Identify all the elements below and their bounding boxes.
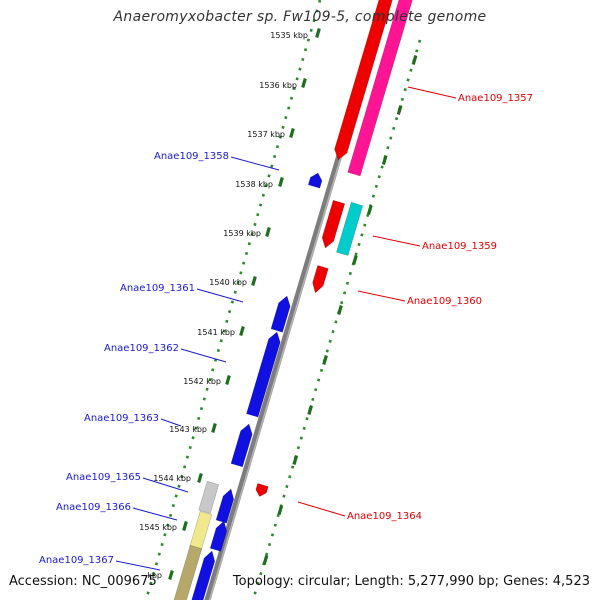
tick-mark [277,505,284,515]
label-leader [132,507,178,521]
tick-label: 1541 kbp [197,328,235,337]
tick-mark [337,305,343,315]
label-leader [357,290,406,302]
tick-mark [292,455,299,465]
tick-label: 1536 kbp [259,81,297,90]
gene-feature-anae109-1366-a[interactable] [209,520,228,552]
gene-features [173,0,415,600]
gene-label-anae109-1360[interactable]: Anae109_1360 [407,296,482,307]
tick-label: 1535 kbp [270,31,308,40]
gene-label-anae109-1362[interactable]: Anae109_1362 [104,343,179,354]
label-leader [180,348,227,363]
gene-feature-anae109-1357-b[interactable] [347,0,415,177]
label-leaders [115,86,457,571]
gene-label-anae109-1357[interactable]: Anae109_1357 [458,93,533,104]
tick-mark [352,255,358,265]
tick-label: 1543 kbp [169,425,207,434]
map-title: Anaeromyxobacter sp. Fw109-5, complete g… [113,9,487,25]
gene-label-anae109-1366[interactable]: Anae109_1366 [56,502,131,513]
label-leader [297,501,346,517]
label-leader [115,560,161,571]
label-leader [407,86,457,99]
gene-feature-anae109-1359-a[interactable] [321,199,346,249]
tick-labels: 1535 kbp 1536 kbp 1537 kbp 1538 kbp 1539… [139,31,308,580]
tick-mark [251,276,257,286]
gene-feature-anae109-1365-a[interactable] [215,488,235,524]
gene-feature-anae109-1367-a[interactable] [190,550,216,600]
label-leader [142,477,189,493]
tick-label: 1544 kbp [153,474,191,483]
gene-feature-anae109-1360[interactable] [312,265,329,294]
gene-label-anae109-1367[interactable]: Anae109_1367 [39,555,114,566]
label-leader [372,235,421,247]
tick-mark [278,177,284,187]
accession-text: Accession: NC_009675 [9,574,157,589]
tick-mark [322,355,328,365]
label-leader [196,288,244,303]
gene-feature-anae109-1367-b[interactable] [173,544,203,600]
tick-mark [301,78,307,88]
tick-mark [289,128,295,138]
genome-summary-text: Topology: circular; Length: 5,277,990 bp… [232,574,590,589]
tick-label: kbp [147,571,162,580]
tick-mark [239,326,245,336]
tick-mark [411,55,418,65]
tick-label: 1542 kbp [183,377,221,386]
gene-feature-anae109-1358[interactable] [307,172,323,189]
tick-marks [168,28,418,580]
tick-mark [168,570,174,580]
tick-mark [197,473,203,483]
tick-label: 1538 kbp [235,180,273,189]
gene-feature-anae109-1364[interactable] [255,483,269,497]
tick-mark [307,405,313,415]
tick-mark [381,155,388,165]
reverse-gene-labels: Anae109_1358 Anae109_1361 Anae109_1362 A… [39,151,229,566]
gene-label-anae109-1364[interactable]: Anae109_1364 [347,511,422,522]
gene-feature-anae109-1361[interactable] [270,295,291,333]
tick-mark [396,105,403,115]
gene-label-anae109-1365[interactable]: Anae109_1365 [66,472,141,483]
tick-mark [262,555,269,565]
gene-feature-anae109-1365-b[interactable] [198,480,220,514]
forward-gene-labels: Anae109_1357 Anae109_1359 Anae109_1360 A… [347,93,533,522]
gene-label-anae109-1358[interactable]: Anae109_1358 [154,151,229,162]
label-leader [160,418,182,427]
tick-mark [225,375,231,385]
gene-feature-anae109-1366-b[interactable] [189,510,213,552]
gene-label-anae109-1361[interactable]: Anae109_1361 [120,283,195,294]
gene-feature-anae109-1363[interactable] [230,423,253,468]
tick-label: 1545 kbp [139,523,177,532]
gene-feature-anae109-1357-a[interactable] [334,0,395,161]
gene-label-anae109-1363[interactable]: Anae109_1363 [84,413,159,424]
label-leader [230,156,280,171]
gene-label-anae109-1359[interactable]: Anae109_1359 [422,241,497,252]
tick-mark [366,205,373,215]
tick-label: 1539 kbp [223,229,261,238]
gene-feature-anae109-1362[interactable] [246,331,281,418]
tick-label: 1540 kbp [209,278,247,287]
tick-label: 1537 kbp [247,130,285,139]
tick-mark [315,28,321,38]
tick-mark [182,521,188,531]
tick-mark [211,423,217,433]
tick-mark [265,227,271,237]
gene-feature-anae109-1359-b[interactable] [336,201,364,256]
